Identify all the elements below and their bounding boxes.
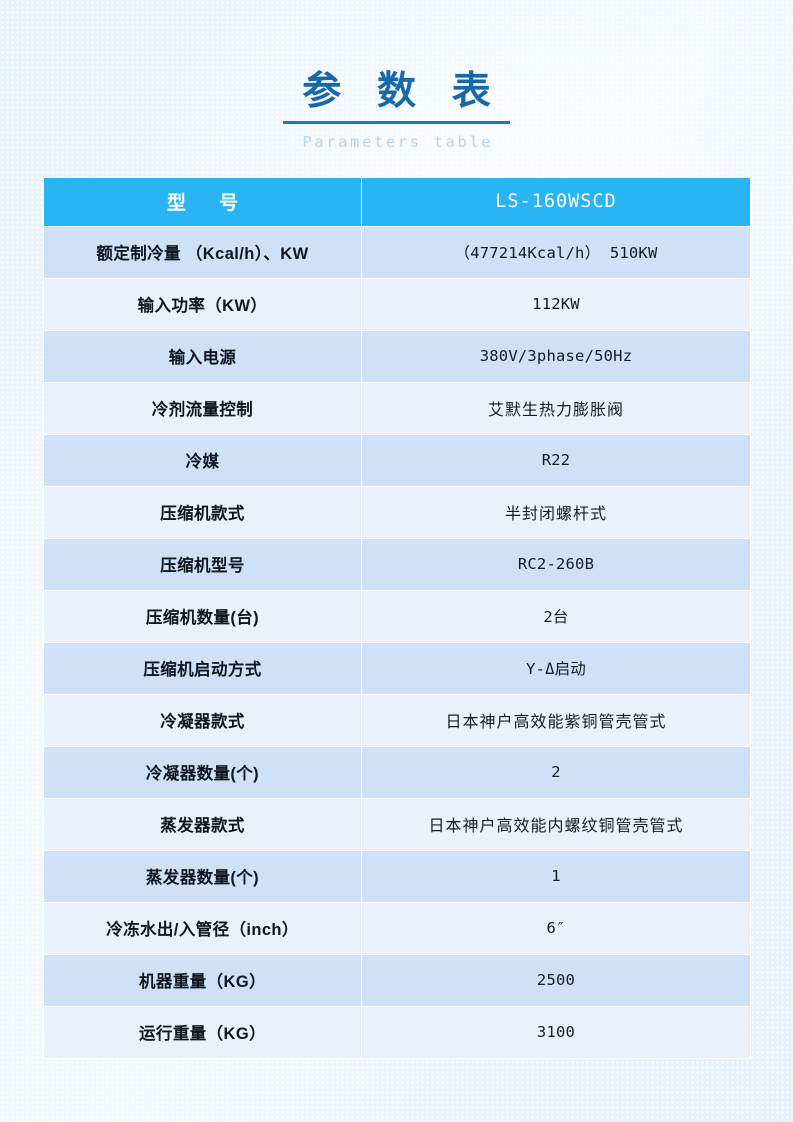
row-label: 压缩机款式 — [43, 485, 362, 539]
row-value: 2 — [361, 745, 751, 799]
row-label: 输入电源 — [43, 329, 362, 383]
row-value: 2台 — [361, 589, 751, 643]
row-label: 冷媒 — [43, 433, 362, 487]
row-value: （477214Kcal/h） 510KW — [361, 225, 751, 279]
row-value: Y-Δ启动 — [361, 641, 751, 695]
row-label: 冷凝器款式 — [43, 693, 362, 747]
row-value: 2500 — [361, 953, 751, 1007]
row-label: 压缩机数量(台) — [43, 589, 362, 643]
parameters-table: 型 号 LS-160WSCD 额定制冷量 （Kcal/h）、KW （477214K… — [43, 176, 751, 1059]
table-row: 蒸发器数量(个) 1 — [43, 849, 751, 903]
row-value: 半封闭螺杆式 — [361, 485, 751, 539]
table-row: 冷剂流量控制 艾默生热力膨胀阀 — [43, 381, 751, 435]
row-label: 输入功率（KW） — [43, 277, 362, 331]
column-header-model-value: LS-160WSCD — [361, 176, 751, 227]
row-label: 额定制冷量 （Kcal/h）、KW — [43, 225, 362, 279]
page-subtitle: Parameters table — [302, 132, 494, 151]
row-value: 3100 — [361, 1005, 751, 1059]
row-value: 日本神户高效能紫铜管壳管式 — [361, 693, 751, 747]
row-value: RC2-260B — [361, 537, 751, 591]
row-value: 380V/3phase/50Hz — [361, 329, 751, 383]
table-row: 压缩机数量(台) 2台 — [43, 589, 751, 643]
row-label: 蒸发器款式 — [43, 797, 362, 851]
table-row: 额定制冷量 （Kcal/h）、KW （477214Kcal/h） 510KW — [43, 225, 751, 279]
table-row: 冷凝器款式 日本神户高效能紫铜管壳管式 — [43, 693, 751, 747]
row-label: 冷凝器数量(个) — [43, 745, 362, 799]
row-label: 蒸发器数量(个) — [43, 849, 362, 903]
table-row: 运行重量（KG） 3100 — [43, 1005, 751, 1059]
table-row: 输入功率（KW） 112KW — [43, 277, 751, 331]
table-row: 压缩机款式 半封闭螺杆式 — [43, 485, 751, 539]
row-value: 112KW — [361, 277, 751, 331]
column-header-model-label: 型 号 — [43, 176, 362, 227]
page-title-block: 参 数 表 Parameters table — [0, 0, 793, 151]
table-header-row: 型 号 LS-160WSCD — [43, 176, 751, 227]
row-label: 运行重量（KG） — [43, 1005, 362, 1059]
row-value: 6″ — [361, 901, 751, 955]
table-header: 型 号 LS-160WSCD — [43, 176, 751, 227]
row-value: 日本神户高效能内螺纹铜管壳管式 — [361, 797, 751, 851]
table-body: 额定制冷量 （Kcal/h）、KW （477214Kcal/h） 510KW 输入功… — [43, 225, 751, 1059]
row-label: 压缩机启动方式 — [43, 641, 362, 695]
row-label: 压缩机型号 — [43, 537, 362, 591]
table-row: 蒸发器款式 日本神户高效能内螺纹铜管壳管式 — [43, 797, 751, 851]
parameters-table-wrapper: 型 号 LS-160WSCD 额定制冷量 （Kcal/h）、KW （477214K… — [43, 176, 751, 1059]
row-label: 冷剂流量控制 — [43, 381, 362, 435]
table-row: 机器重量（KG） 2500 — [43, 953, 751, 1007]
row-value: 艾默生热力膨胀阀 — [361, 381, 751, 435]
table-row: 输入电源 380V/3phase/50Hz — [43, 329, 751, 383]
row-label: 机器重量（KG） — [43, 953, 362, 1007]
table-row: 压缩机启动方式 Y-Δ启动 — [43, 641, 751, 695]
row-label: 冷冻水出/入管径（inch） — [43, 901, 362, 955]
row-value: R22 — [361, 433, 751, 487]
row-value: 1 — [361, 849, 751, 903]
page-title: 参 数 表 — [283, 70, 510, 124]
table-row: 冷媒 R22 — [43, 433, 751, 487]
table-row: 压缩机型号 RC2-260B — [43, 537, 751, 591]
table-row: 冷凝器数量(个) 2 — [43, 745, 751, 799]
table-row: 冷冻水出/入管径（inch） 6″ — [43, 901, 751, 955]
